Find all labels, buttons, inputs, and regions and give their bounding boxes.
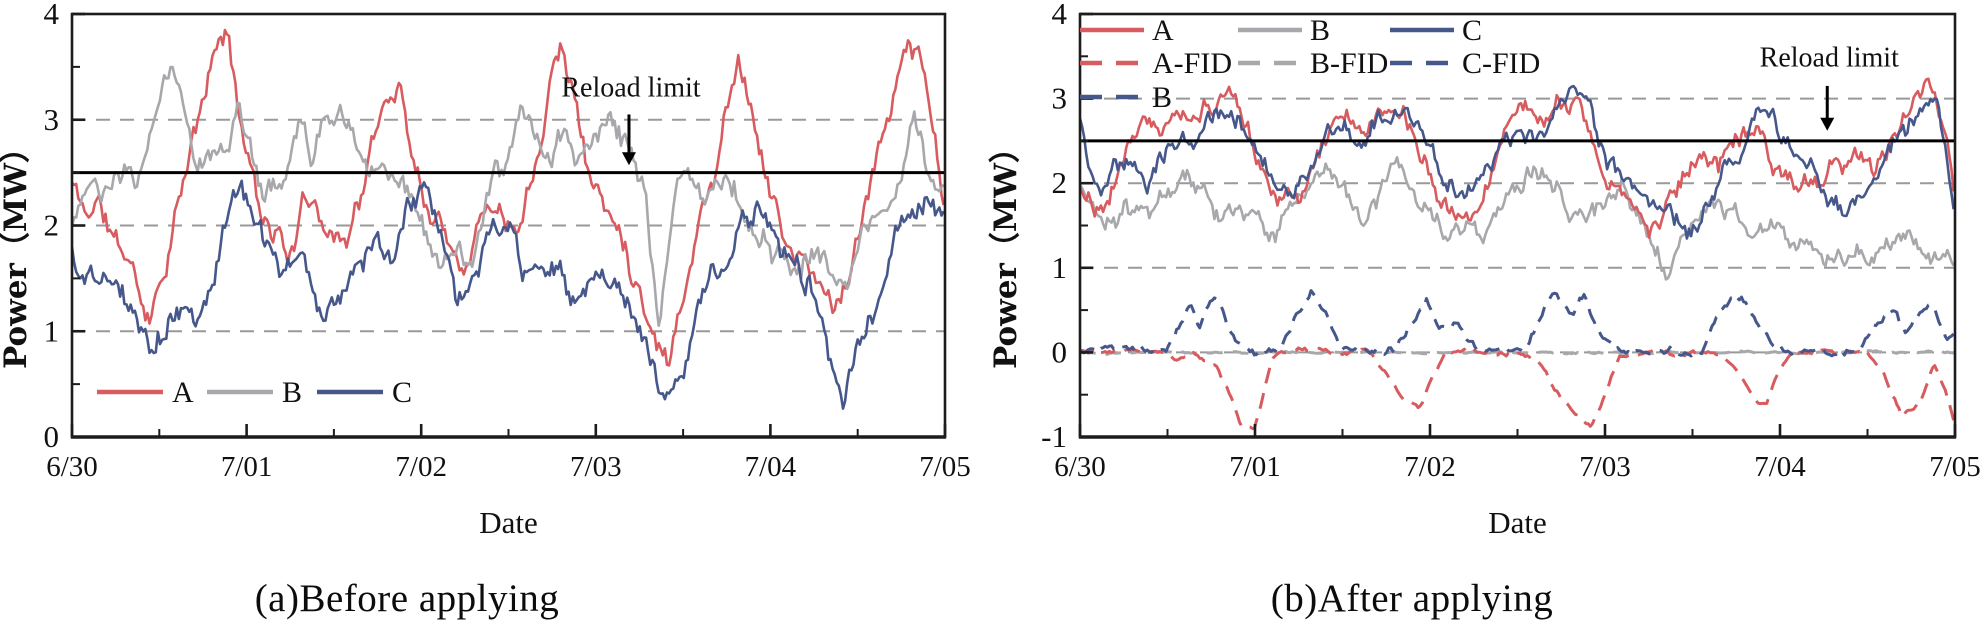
annotation-arrow-head — [1820, 117, 1835, 131]
x-tick-label-7/05: 7/05 — [919, 451, 971, 483]
y-tick-label-0: 0 — [1052, 334, 1068, 369]
series-line-C-FID — [1081, 289, 1954, 359]
series-line-A — [1081, 77, 1954, 239]
series-group — [73, 28, 944, 410]
caption-after-applying: (b)After applying — [1270, 577, 1554, 620]
x-tick-label-6/30: 6/30 — [46, 451, 98, 483]
x-tick-label-7/03: 7/03 — [570, 451, 622, 483]
legend-label-B: B — [282, 376, 302, 409]
series-line-C — [1081, 84, 1954, 240]
legend-label-B-FID: B-FID — [1310, 47, 1388, 80]
y-tick-label-3: 3 — [1052, 81, 1068, 116]
caption-before-applying: (a)Before applying — [254, 577, 560, 620]
reload-limit-annotation: Reload limit — [561, 72, 700, 103]
x-tick-label-7/02: 7/02 — [395, 451, 447, 483]
annotation-arrow-head — [621, 152, 636, 166]
y-tick-label-3: 3 — [44, 102, 60, 137]
legend-label-A: A — [1152, 14, 1174, 47]
x-tick-label-7/03: 7/03 — [1579, 451, 1631, 483]
y-tick-label-4: 4 — [44, 0, 60, 31]
legend-label-A-FID: A-FID — [1152, 47, 1232, 80]
y-tick-label-1: 1 — [44, 313, 60, 348]
legend-label-B: B — [1310, 14, 1330, 47]
x-tick-label-7/04: 7/04 — [745, 451, 797, 483]
chart-before-applying: 6/30 7/01 7/02 7/03 7/04 7/05 0 1 2 3 4 Date Power（M… — [0, 0, 971, 540]
legend-label-C: C — [392, 376, 412, 409]
legend-label-A: A — [172, 376, 194, 409]
y-tick-label--1: -1 — [1041, 419, 1067, 454]
y-axis-label: Power（MW） — [0, 132, 34, 369]
x-tick-label-7/01: 7/01 — [221, 451, 273, 483]
x-axis-label: Date — [1488, 505, 1547, 540]
x-tick-label-6/30: 6/30 — [1054, 451, 1106, 483]
series-line-A — [73, 28, 944, 367]
y-tick-label-2: 2 — [1052, 165, 1068, 200]
reload-limit-annotation: Reload limit — [1760, 42, 1899, 73]
legend-label-C: C — [1462, 14, 1482, 47]
x-tick-label-7/05: 7/05 — [1929, 451, 1980, 483]
series-group — [1081, 77, 1954, 431]
x-axis-label: Date — [479, 505, 538, 540]
series-line-C — [73, 179, 944, 410]
chart-after-applying: 6/30 7/01 7/02 7/03 7/04 7/05 -1 0 1 2 3 4 Date Power… — [988, 0, 1980, 540]
y-axis-label: Power（MW） — [988, 132, 1024, 369]
series-line-B — [1081, 156, 1954, 281]
x-tick-label-7/01: 7/01 — [1229, 451, 1281, 483]
y-tick-label-0: 0 — [44, 419, 60, 454]
y-tick-label-2: 2 — [44, 208, 60, 243]
series-line-B — [73, 65, 944, 327]
legend-label-B: B — [1152, 81, 1172, 114]
legend-label-C-FID: C-FID — [1462, 47, 1540, 80]
y-tick-label-4: 4 — [1052, 0, 1068, 31]
x-tick-label-7/04: 7/04 — [1754, 451, 1806, 483]
x-tick-label-7/02: 7/02 — [1404, 451, 1456, 483]
y-tick-label-1: 1 — [1052, 250, 1068, 285]
series-line-A-FID — [1081, 346, 1954, 431]
